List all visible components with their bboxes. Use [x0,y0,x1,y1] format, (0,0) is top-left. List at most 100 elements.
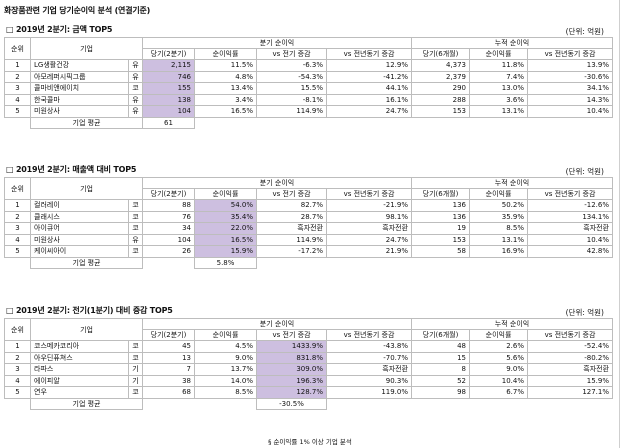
header-cur: 당기(2분기) [142,188,196,200]
market-cell: 유 [127,233,144,246]
margin2-cell: 2.6% [469,340,529,353]
company-cell: 아이큐어 [30,222,129,235]
rank-cell: 4 [4,93,31,106]
market-cell: 코 [127,210,144,223]
header-company: 기업 [29,37,144,60]
average-label: 기업 평균 [29,397,144,410]
yoy2-cell: -52.4% [527,340,614,353]
yoy2-cell: -30.6% [527,70,614,83]
yoy-cell: 44.1% [326,82,413,95]
cur6-cell: 52 [411,374,471,387]
header-yoy: vs 전년동기 증감 [326,329,413,341]
table-header-row: 순위 기업 분기 순이익 누적 순이익 [4,177,614,200]
qoq-cell: 114.9% [256,233,328,246]
qoq-cell: 309.0% [256,363,328,376]
table-subheader-row: 당기(2분기) 순이익률 vs 전기 증감 vs 전년동기 증감 당기(6개월)… [5,188,614,200]
header-yoy2: vs 전년동기 증감 [527,329,614,341]
header-quarter: 분기 순이익 [142,177,413,189]
yoy2-cell: 흑자전환 [527,363,614,376]
company-cell: 한국콜마 [30,93,129,106]
table-row: 3 아이큐어 코 34 22.0% 흑자전환 흑자전환 19 8.5% 흑자전환 [4,222,614,235]
market-cell: 유 [127,105,144,118]
company-cell: 미원상사 [30,233,129,246]
margin-cell: 13.7% [194,363,258,376]
qoq-cell: -6.3% [256,59,328,72]
margin-cell: 4.5% [194,340,258,353]
margin-cell: 4.8% [194,70,258,83]
table-row: 2 클래시스 코 76 35.4% 28.7% 98.1% 136 35.9% … [4,210,614,223]
yoy-cell: 98.1% [326,210,413,223]
margin-cell: 35.4% [194,210,258,223]
average-value: 61 [142,116,196,129]
qoq-cell: 831.8% [256,351,328,364]
market-cell: 기 [127,374,144,387]
cur6-cell: 136 [411,210,471,223]
margin-cell: 3.4% [194,93,258,106]
yoy-cell: 흑자전환 [326,222,413,235]
yoy2-cell: 134.1% [527,210,614,223]
header-rank: 순위 [4,37,31,60]
margin2-cell: 7.4% [469,70,529,83]
cur-cell: 138 [142,93,196,106]
qoq-cell: 114.9% [256,105,328,118]
market-cell: 코 [127,82,144,95]
margin2-cell: 9.0% [469,363,529,376]
market-cell: 코 [127,245,144,258]
margin-cell: 14.0% [194,374,258,387]
company-cell: 라파스 [30,363,129,376]
rank-cell: 3 [4,363,31,376]
market-cell: 코 [127,199,144,212]
cur6-cell: 2,379 [411,70,471,83]
section-1-unit: (단위: 억원) [565,27,604,36]
average-label: 기업 평균 [29,116,144,129]
market-cell: 코 [127,351,144,364]
yoy2-cell: -80.2% [527,351,614,364]
cur-cell: 7 [142,363,196,376]
header-qoq: vs 전기 증감 [256,48,328,60]
rank-cell: 3 [4,82,31,95]
yoy-cell: 흑자전환 [326,363,413,376]
company-cell: 미원상사 [30,105,129,118]
company-cell: 클래시스 [30,210,129,223]
market-cell: 유 [127,93,144,106]
average-value: 5.8% [194,256,258,269]
margin2-cell: 13.0% [469,82,529,95]
yoy2-cell: 15.9% [527,374,614,387]
market-cell: 코 [127,340,144,353]
header-yoy: vs 전년동기 증감 [326,48,413,60]
header-quarter: 분기 순이익 [142,37,413,49]
rank-cell: 5 [4,105,31,118]
cur-cell: 746 [142,70,196,83]
qoq-cell: -54.3% [256,70,328,83]
margin2-cell: 13.1% [469,233,529,246]
footnote: § 순이익률 1% 이상 기업 분석 [268,438,352,446]
average-value: -30.5% [256,397,328,410]
cur-cell: 155 [142,82,196,95]
header-margin: 순이익률 [194,48,258,60]
header-margin: 순이익률 [194,188,258,200]
header-qoq: vs 전기 증감 [256,329,328,341]
rank-cell: 1 [4,59,31,72]
header-rank: 순위 [4,318,31,341]
qoq-cell: -8.1% [256,93,328,106]
yoy2-cell: 10.4% [527,105,614,118]
cur6-cell: 136 [411,199,471,212]
table-row: 2 아모레퍼시픽그룹 유 746 4.8% -54.3% -41.2% 2,37… [4,70,614,83]
yoy2-cell: -12.6% [527,199,614,212]
yoy-cell: -41.2% [326,70,413,83]
margin2-cell: 35.9% [469,210,529,223]
yoy2-cell: 10.4% [527,233,614,246]
cur6-cell: 58 [411,245,471,258]
yoy2-cell: 14.3% [527,93,614,106]
yoy-cell: -43.8% [326,340,413,353]
margin-cell: 22.0% [194,222,258,235]
table-row: 1 LG생활건강 유 2,115 11.5% -6.3% 12.9% 4,373… [4,59,614,72]
yoy-cell: 24.7% [326,105,413,118]
header-yoy: vs 전년동기 증감 [326,188,413,200]
qoq-cell: 196.3% [256,374,328,387]
cur-cell: 88 [142,199,196,212]
qoq-cell: 15.5% [256,82,328,95]
section-2-table: 순위 기업 분기 순이익 누적 순이익 당기(2분기) 순이익률 vs 전기 증… [4,177,614,269]
report-title: 화장품관련 기업 당기순이익 분석 (연결기준) [4,6,151,15]
yoy-cell: 119.0% [326,386,413,399]
